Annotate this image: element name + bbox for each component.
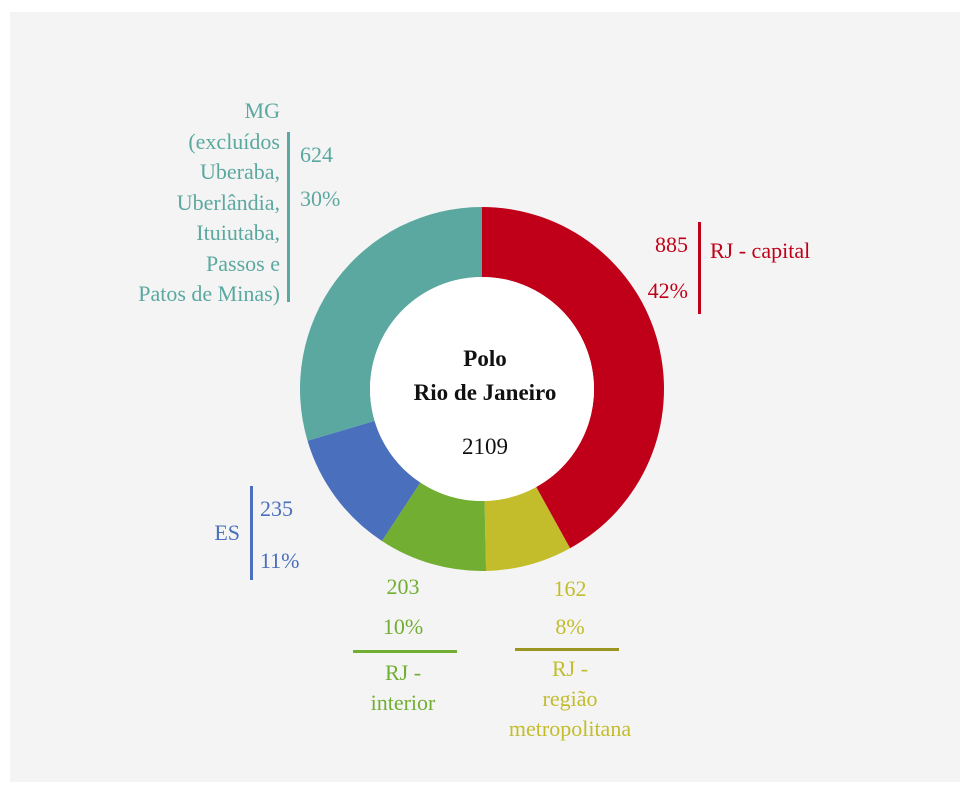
mg-label: MG (excluídos Uberaba, Uberlândia, Ituiu…	[50, 96, 280, 310]
rj-metro-label-line1: RJ -	[551, 656, 589, 681]
rj-metro-label-line3: metropolitana	[508, 716, 632, 741]
rj-interior-label-line2: interior	[370, 690, 436, 715]
mg-value: 624	[300, 142, 333, 167]
center-title: Polo Rio de Janeiro	[370, 342, 600, 410]
rj-metro-percent: 8%	[555, 614, 585, 639]
rj-metro-label-line2: região	[542, 686, 598, 711]
donut-slice-rj-metro	[484, 487, 571, 571]
mg-label-line5: Ituiutaba,	[196, 220, 280, 245]
mg-bracket	[287, 132, 290, 302]
chart-canvas: Polo Rio de Janeiro 2109 885 42% RJ - ca…	[10, 12, 960, 782]
mg-label-line1: MG	[244, 98, 280, 123]
center-total: 2109	[462, 434, 508, 459]
mg-label-line2: (excluídos	[188, 128, 280, 154]
rj-interior-value: 203	[386, 574, 420, 599]
donut-chart	[300, 207, 664, 571]
rj-interior-label-line1: RJ -	[384, 660, 422, 685]
es-percent: 11%	[260, 548, 300, 573]
rj-interior-label: RJ - interior	[333, 658, 473, 718]
donut-slice-es	[307, 420, 421, 541]
rj-metro-value: 162	[553, 576, 587, 601]
center-title-line1: Polo	[463, 346, 507, 371]
donut-slice-rj-capital	[482, 207, 664, 549]
mg-label-line6: Passos e	[206, 250, 280, 276]
donut-slice-mg	[300, 207, 482, 441]
center-title-line2: Rio de Janeiro	[413, 380, 557, 405]
rj-interior-bracket	[353, 650, 457, 653]
rj-metro-bracket	[515, 648, 619, 651]
rj-metro-label: RJ - região metropolitana	[480, 654, 660, 744]
donut-hole	[370, 277, 594, 501]
es-value: 235	[260, 496, 293, 521]
rj-capital-percent: 42%	[647, 278, 688, 303]
rj-capital-bracket	[698, 222, 701, 314]
es-bracket	[250, 486, 253, 580]
mg-percent: 30%	[300, 186, 341, 211]
rj-capital-value: 885	[655, 232, 688, 257]
rj-capital-label: RJ - capital	[710, 238, 811, 263]
es-label: ES	[214, 520, 240, 545]
rj-interior-percent: 10%	[382, 614, 424, 639]
mg-label-line3: Uberaba,	[199, 159, 280, 184]
mg-label-line4: Uberlândia,	[176, 189, 280, 215]
donut-slice-rj-interior	[381, 482, 487, 571]
mg-label-line7: Patos de Minas)	[138, 281, 280, 306]
